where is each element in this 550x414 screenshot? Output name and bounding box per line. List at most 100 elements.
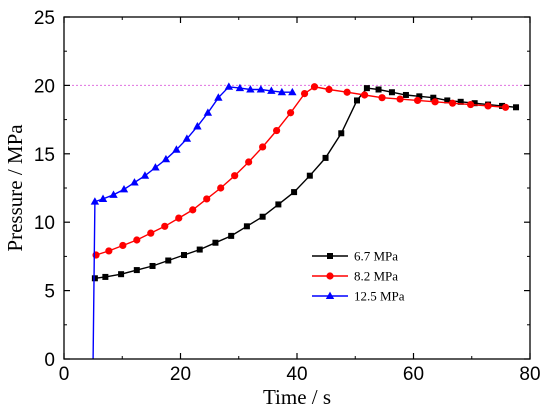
data-point bbox=[224, 82, 234, 90]
data-point bbox=[259, 213, 266, 220]
data-point bbox=[212, 239, 219, 246]
data-point bbox=[325, 85, 333, 94]
data-point bbox=[243, 223, 250, 230]
data-point bbox=[343, 88, 351, 96]
y-tick-label: 20 bbox=[34, 76, 55, 97]
data-point bbox=[388, 89, 395, 96]
legend-item: 12.5 MPa bbox=[312, 289, 405, 304]
series-3 bbox=[90, 82, 297, 360]
data-point bbox=[499, 102, 506, 109]
x-tick-label: 60 bbox=[403, 364, 424, 385]
axis-ticks bbox=[63, 16, 531, 360]
x-tick-label: 80 bbox=[519, 364, 540, 385]
data-point bbox=[310, 83, 319, 91]
y-tick-label: 15 bbox=[34, 145, 55, 166]
data-point bbox=[513, 104, 520, 111]
data-point bbox=[203, 195, 211, 203]
data-point bbox=[378, 94, 386, 102]
data-point bbox=[149, 262, 156, 269]
data-point bbox=[353, 97, 360, 104]
data-point bbox=[161, 154, 171, 163]
data-point bbox=[375, 86, 382, 93]
x-axis-title: Time / s bbox=[263, 385, 331, 409]
y-tick-label: 10 bbox=[34, 213, 55, 234]
data-point bbox=[228, 232, 235, 239]
data-point bbox=[196, 246, 203, 253]
data-point bbox=[363, 85, 370, 92]
data-point bbox=[217, 184, 225, 192]
data-point bbox=[118, 271, 125, 278]
data-point bbox=[431, 98, 439, 106]
data-point bbox=[133, 236, 141, 244]
data-point bbox=[180, 252, 187, 259]
data-point bbox=[259, 143, 267, 151]
series-2 bbox=[92, 83, 510, 259]
data-point bbox=[267, 86, 276, 94]
data-point bbox=[98, 194, 108, 202]
legend-item: 8.2 MPa bbox=[312, 269, 398, 284]
data-point bbox=[338, 130, 345, 137]
data-point bbox=[130, 178, 139, 186]
data-point bbox=[147, 229, 155, 237]
data-point bbox=[322, 154, 329, 161]
data-point bbox=[172, 145, 181, 153]
legend-item: 6.7 MPa bbox=[312, 249, 398, 264]
data-point bbox=[466, 100, 475, 109]
data-point bbox=[161, 222, 169, 230]
plot-content bbox=[64, 82, 530, 360]
data-point bbox=[231, 172, 239, 180]
data-point bbox=[288, 87, 297, 96]
data-point bbox=[133, 267, 140, 274]
data-point bbox=[182, 134, 192, 142]
legend-label: 6.7 MPa bbox=[354, 249, 398, 264]
data-point bbox=[306, 172, 313, 179]
x-tick-label: 20 bbox=[170, 364, 191, 385]
data-point bbox=[444, 97, 451, 104]
data-point bbox=[471, 100, 478, 107]
data-point bbox=[189, 206, 197, 214]
data-point bbox=[291, 189, 298, 196]
data-point bbox=[175, 214, 183, 222]
y-tick-label: 0 bbox=[44, 350, 55, 371]
data-point bbox=[214, 93, 223, 101]
data-point bbox=[277, 87, 287, 96]
data-point bbox=[102, 273, 109, 280]
legend: 6.7 MPa 8.2 MPa 12.5 MPa bbox=[312, 249, 405, 304]
data-point bbox=[256, 85, 266, 93]
legend-marker bbox=[325, 291, 335, 299]
legend-label: 12.5 MPa bbox=[354, 289, 405, 304]
data-point bbox=[92, 251, 100, 259]
data-point bbox=[430, 94, 437, 101]
legend-marker bbox=[327, 253, 333, 259]
data-point bbox=[275, 201, 282, 208]
data-point bbox=[235, 83, 245, 92]
data-point bbox=[151, 163, 160, 171]
data-point bbox=[109, 190, 118, 198]
data-point bbox=[273, 126, 281, 135]
data-point bbox=[90, 197, 100, 205]
data-point bbox=[286, 109, 295, 117]
data-point bbox=[105, 247, 113, 255]
data-point bbox=[91, 275, 98, 282]
data-point bbox=[402, 91, 409, 98]
data-point bbox=[360, 91, 369, 99]
data-point bbox=[416, 93, 423, 100]
y-tick-label: 5 bbox=[44, 282, 55, 303]
legend-label: 8.2 MPa bbox=[354, 269, 398, 284]
x-tick-label: 0 bbox=[59, 364, 70, 385]
x-tick-label: 40 bbox=[286, 364, 307, 385]
data-point bbox=[413, 96, 422, 105]
data-point bbox=[457, 98, 464, 105]
series-1 bbox=[91, 85, 520, 282]
data-point bbox=[501, 103, 510, 111]
y-tick-label: 25 bbox=[34, 8, 55, 29]
data-point bbox=[193, 122, 202, 130]
data-point bbox=[140, 171, 150, 179]
data-point bbox=[119, 241, 127, 250]
y-axis-title: Pressure / MPa bbox=[3, 124, 27, 252]
data-point bbox=[448, 99, 457, 107]
legend-marker bbox=[326, 272, 334, 280]
data-point bbox=[396, 95, 404, 103]
